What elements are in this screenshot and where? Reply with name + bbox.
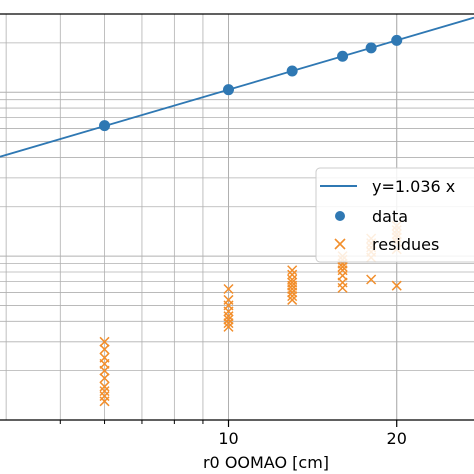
residue-point [287, 265, 298, 276]
residue-point [99, 386, 110, 397]
data-point [223, 84, 235, 96]
residue-stroke [99, 381, 110, 392]
residue-stroke [223, 306, 234, 317]
data-point [286, 65, 298, 77]
residue-point [223, 321, 234, 332]
residue-stroke [287, 265, 298, 276]
residue-point [99, 396, 110, 407]
residue-stroke [223, 321, 234, 332]
residue-stroke [99, 396, 110, 407]
legend-fit-label: y=1.036 x [372, 177, 455, 196]
residue-point [99, 373, 110, 384]
residue-point [223, 306, 234, 317]
x-axis-ticks: 10 20 [59, 420, 407, 448]
residue-stroke [337, 282, 348, 293]
residue-stroke [99, 373, 110, 384]
residue-stroke [99, 344, 110, 355]
residue-point [337, 282, 348, 293]
x-axis-label: r0 OOMAO [cm] [203, 453, 329, 472]
residue-point [223, 314, 234, 325]
legend-box [315, 167, 474, 263]
residue-stroke [391, 280, 402, 291]
residue-stroke [366, 274, 377, 285]
residue-point [337, 261, 348, 272]
data-point [391, 34, 403, 46]
residue-point [99, 344, 110, 355]
legend-data-swatch [335, 211, 345, 221]
plot-frame [0, 13, 474, 421]
residue-point [99, 381, 110, 392]
legend-residues-swatch [334, 238, 346, 250]
residue-stroke [287, 294, 298, 305]
residue-stroke [287, 291, 298, 302]
data-series-layer [99, 34, 403, 132]
residue-stroke [287, 269, 298, 280]
data-point [99, 120, 111, 132]
residue-stroke [337, 261, 348, 272]
residue-stroke [223, 314, 234, 325]
legend-data-label: data [372, 207, 408, 226]
x-tick-label: 10 [218, 429, 238, 448]
residue-stroke [99, 365, 110, 376]
fit-line [0, 16, 474, 158]
residue-point [287, 283, 298, 295]
residue-stroke [99, 336, 110, 347]
residue-stroke [287, 283, 298, 295]
legend-residues-label: residues [372, 235, 439, 254]
residue-point [99, 336, 110, 347]
residue-stroke [99, 386, 110, 397]
residue-point [287, 269, 298, 280]
residue-stroke [223, 283, 234, 295]
legend: y=1.036 x data residues [315, 167, 474, 263]
x-tick-label: 20 [387, 429, 407, 448]
residue-point [223, 283, 234, 295]
residue-point [366, 274, 377, 285]
residue-point [223, 318, 234, 329]
residue-stroke [223, 318, 234, 329]
residue-stroke [287, 287, 298, 298]
fit-line-layer [0, 16, 474, 158]
residue-point [99, 365, 110, 376]
residue-point [287, 287, 298, 298]
residue-point [287, 294, 298, 305]
data-point [365, 42, 377, 54]
residue-point [391, 280, 402, 291]
data-point [337, 50, 349, 62]
residue-point [287, 291, 298, 302]
